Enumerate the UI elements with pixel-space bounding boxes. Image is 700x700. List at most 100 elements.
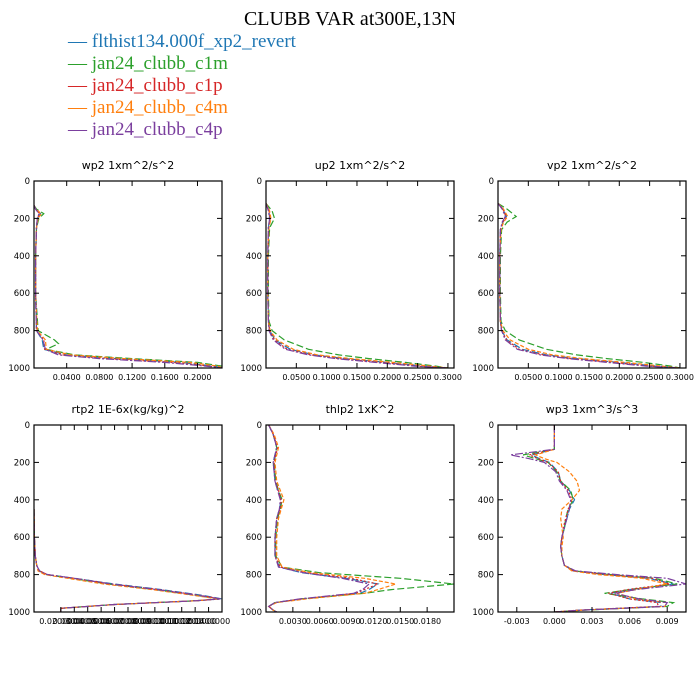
series-group [34, 204, 222, 368]
series-group [510, 425, 686, 612]
x-tick-label: 0.0120 [359, 617, 387, 626]
series-line [34, 205, 222, 368]
y-tick-label: 400 [14, 252, 30, 262]
x-tick-label: 0.0600000 [93, 617, 136, 626]
y-tick-label: 400 [246, 252, 262, 262]
series-line [267, 425, 380, 612]
y-tick-label: 600 [14, 289, 30, 299]
y-tick-label: 1000 [472, 608, 494, 618]
series-line [533, 425, 669, 612]
series-group [267, 425, 454, 612]
y-tick-label: 400 [246, 496, 262, 506]
series-line [267, 425, 454, 612]
series-line [527, 425, 670, 612]
x-tick-label: 0.003 [581, 617, 604, 626]
x-tick-label: 0.0900000 [133, 617, 176, 626]
y-tick-label: 1000 [8, 608, 30, 618]
x-tick-label: 0.0200000 [39, 617, 82, 626]
y-tick-label: 400 [478, 496, 494, 506]
panel-title: rtp2 1E-6x(kg/kg)^2 [72, 403, 185, 416]
x-tick-label: 0.0800000 [120, 617, 163, 626]
chart-panel: wp3 1xm^3/s^3 0 200 400 600 800 1000 -0.003 0.00… [472, 403, 687, 626]
y-tick-label: 0 [489, 421, 494, 431]
x-tick-label: -0.003 [504, 617, 530, 626]
panel-title: wp2 1xm^2/s^2 [82, 159, 175, 172]
y-tick-label: 800 [246, 571, 262, 581]
legend-item: — jan24_clubb_c1p [68, 75, 296, 97]
x-tick-label: 0.1500 [343, 373, 371, 382]
chart-panel: rtp2 1E-6x(kg/kg)^2 0 200 400 600 800 1000 0.02… [8, 403, 230, 626]
y-tick-label: 800 [14, 327, 30, 337]
series-line [34, 509, 221, 612]
y-tick-label: 600 [478, 289, 494, 299]
x-tick-label: 0.1000 [545, 373, 573, 382]
legend-item: — jan24_clubb_c4m [68, 97, 296, 119]
series-line [34, 509, 219, 612]
panel-title: thlp2 1xK^2 [326, 403, 395, 416]
legend: — flthist134.000f_xp2_revert — jan24_clu… [68, 31, 296, 141]
plot-frame [497, 180, 687, 369]
x-tick-label: 0.0500 [514, 373, 542, 382]
series-line [34, 205, 222, 368]
panel-title: wp3 1xm^3/s^3 [546, 403, 639, 416]
y-tick-label: 200 [14, 458, 30, 468]
y-tick-label: 200 [478, 214, 494, 224]
legend-item: — flthist134.000f_xp2_revert [68, 31, 296, 53]
x-tick-label: 0.1600 [151, 373, 179, 382]
y-tick-label: 0 [489, 177, 494, 187]
legend-swatch: — [68, 53, 92, 74]
chart-panel: vp2 1xm^2/s^2 0 200 400 600 800 1000 0.0500 0.10… [472, 159, 694, 382]
x-tick-label: 0.1000000 [147, 617, 190, 626]
y-tick-label: 1000 [240, 608, 262, 618]
series-line [34, 509, 222, 612]
x-tick-label: 0.000 [543, 617, 566, 626]
x-tick-label: 0.1200 [118, 373, 146, 382]
series-line [267, 425, 380, 612]
panel-title: up2 1xm^2/s^2 [315, 159, 406, 172]
y-tick-label: 600 [246, 533, 262, 543]
x-tick-label: 0.2000 [183, 373, 211, 382]
y-tick-label: 0 [257, 177, 262, 187]
x-tick-label: 0.2000 [605, 373, 633, 382]
series-line [498, 202, 681, 368]
x-tick-label: 0.0800 [85, 373, 113, 382]
x-tick-label: 0.0180 [413, 617, 441, 626]
series-line [498, 202, 680, 368]
series-group [34, 509, 222, 612]
x-tick-label: 0.0400 [53, 373, 81, 382]
x-tick-label: 0.0030 [279, 617, 307, 626]
y-tick-label: 0 [257, 421, 262, 431]
x-tick-label: 0.2500 [636, 373, 664, 382]
series-line [498, 203, 680, 368]
y-tick-label: 0 [25, 177, 30, 187]
legend-label: flthist134.000f_xp2_revert [91, 31, 296, 52]
x-tick-label: 0.1000 [313, 373, 341, 382]
series-line [34, 509, 221, 612]
x-tick-label: 0.0500000 [80, 617, 123, 626]
x-tick-label: 0.0060 [306, 617, 334, 626]
x-tick-label: 0.0150 [386, 617, 414, 626]
plot-frame [265, 180, 455, 369]
x-tick-label: 0.0300000 [53, 617, 96, 626]
legend-item: — jan24_clubb_c4p [68, 119, 296, 141]
y-tick-label: 1000 [8, 364, 30, 374]
series-line [34, 509, 220, 612]
y-tick-label: 400 [478, 252, 494, 262]
x-tick-label: 0.2500 [404, 373, 432, 382]
y-tick-label: 600 [14, 533, 30, 543]
legend-label: jan24_clubb_c1m [91, 53, 228, 74]
legend-swatch: — [68, 75, 92, 96]
y-tick-label: 800 [246, 327, 262, 337]
legend-label: jan24_clubb_c1p [91, 75, 223, 96]
chart-panel: up2 1xm^2/s^2 0 200 400 600 800 1000 0.0500 0.10… [240, 159, 462, 382]
legend-swatch: — [68, 119, 92, 140]
series-line [498, 203, 680, 368]
panel-title: vp2 1xm^2/s^2 [547, 159, 637, 172]
x-tick-label: 0.1100000 [160, 617, 203, 626]
series-line [34, 204, 222, 368]
legend-swatch: — [68, 97, 92, 118]
plot-frame [33, 180, 223, 369]
plot-frame [33, 424, 223, 613]
chart-panel: wp2 1xm^2/s^2 0 200 400 600 800 1000 0.0400 0.08… [8, 159, 223, 382]
